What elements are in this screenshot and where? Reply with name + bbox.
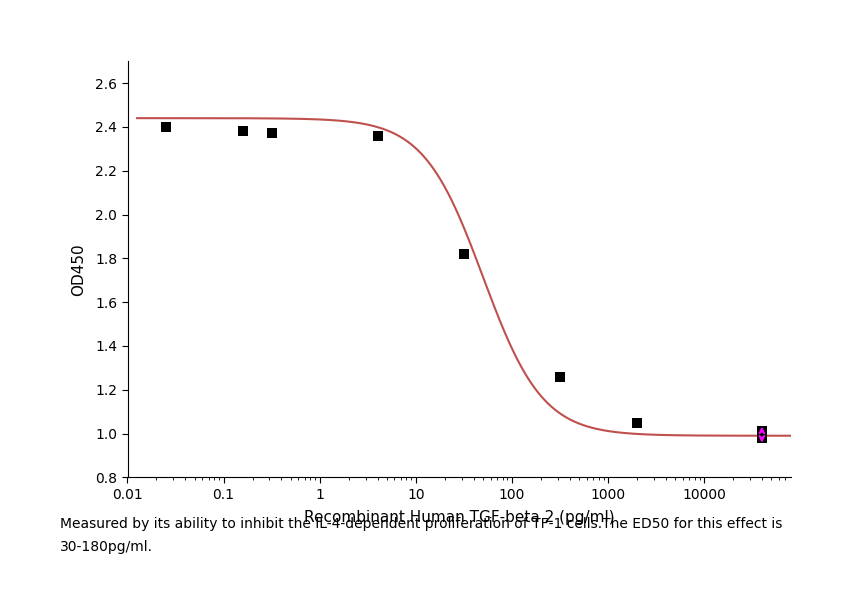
Point (630, 418, 643, 428)
Point (265, 129, 279, 138)
Y-axis label: OD450: OD450 (71, 243, 87, 296)
Point (159, 122, 173, 132)
Point (755, 427, 768, 436)
Text: Measured by its ability to inhibit the IL-4-dependent proliferation of TF-1 cell: Measured by its ability to inhibit the I… (60, 517, 782, 531)
X-axis label: Recombinant Human TGF-beta 2 (pg/ml): Recombinant Human TGF-beta 2 (pg/ml) (303, 510, 615, 525)
Point (236, 127, 250, 136)
Point (457, 249, 471, 259)
Point (553, 371, 567, 381)
Point (755, 433, 768, 443)
Point (371, 131, 384, 141)
Text: 30-180pg/ml.: 30-180pg/ml. (60, 540, 152, 554)
